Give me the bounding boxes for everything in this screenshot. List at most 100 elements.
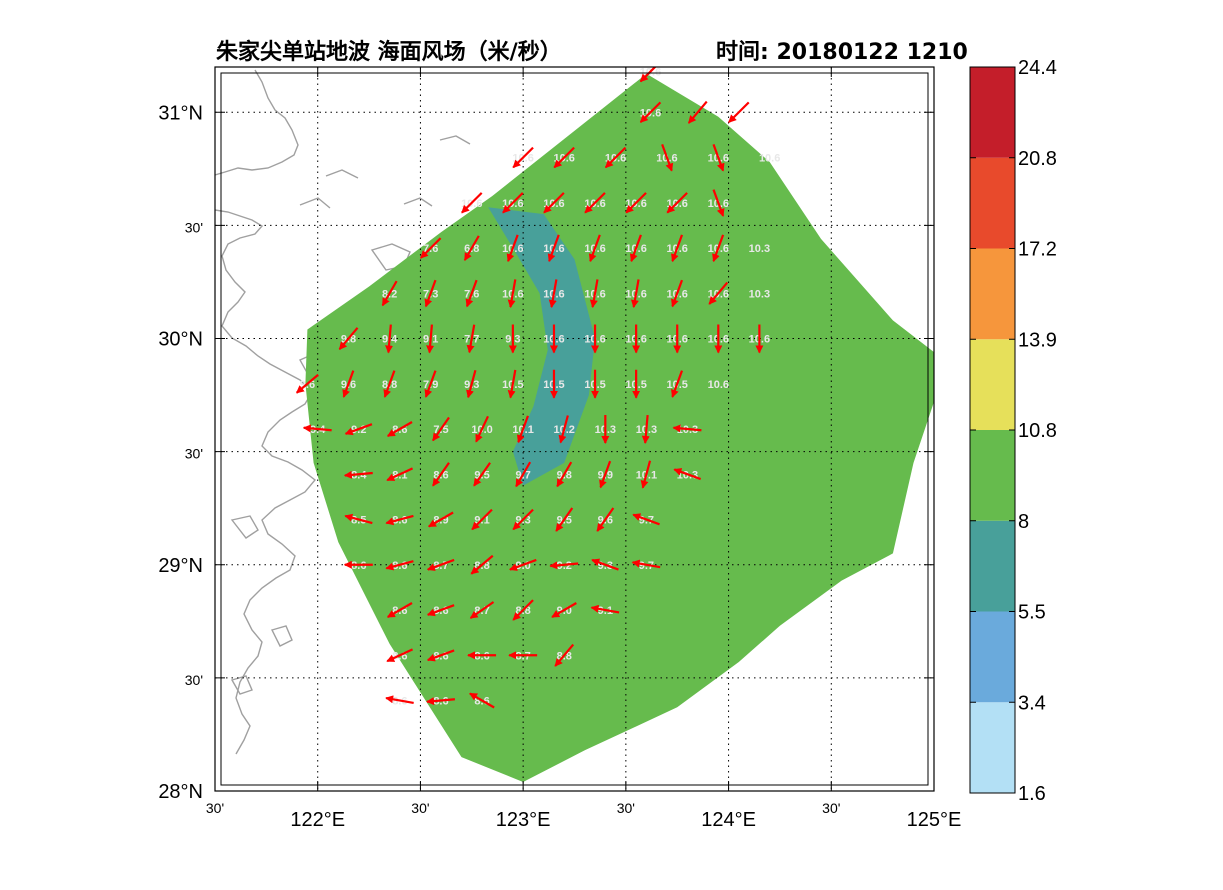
wind-vector-arrow [604,146,627,169]
colorbar-label: 20.8 [1018,148,1057,170]
wind-vector-arrow [344,423,373,436]
wind-vector-arrow [512,146,534,169]
wind-vector-arrow [507,369,517,399]
wind-vector-arrow [553,146,575,169]
wind-vector-arrow [515,461,532,488]
wind-vector-arrow [588,234,601,263]
x-tick-label: 30' [617,800,635,816]
wind-vector-arrow [338,327,359,350]
colorbar: 1.6 3.4 5.5 8 10.8 13.9 17.2 20.8 24.4 [969,57,1057,805]
wind-vector-arrow [551,602,577,618]
colorbar-label: 17.2 [1018,239,1057,261]
wind-vector-arrow [432,462,450,487]
colorbar-label: 5.5 [1018,602,1046,624]
colorbar-segment [970,702,1015,793]
wind-vector-arrow [512,508,534,531]
wind-vector-arrow [543,192,565,214]
wind-vector-arrow [465,279,478,308]
colorbar-segment [970,339,1015,430]
wind-vector-arrow [386,421,413,437]
wind-vector-arrow [426,604,455,617]
wind-vector-arrow [427,511,454,528]
wind-vector-arrow [549,561,579,570]
wind-vector-arrow [589,279,599,309]
wind-vector-arrow [632,513,660,526]
colorbar-label: 10.8 [1018,420,1057,442]
wind-vector-arrow [712,189,725,217]
wind-vector-arrow [548,279,558,309]
colorbar-segment [970,248,1015,340]
wind-vector-arrow [469,601,495,619]
wind-coverage-area [305,73,934,783]
colorbar-label: 13.9 [1018,329,1057,351]
wind-vector-arrow [671,234,684,263]
wind-vector-arrow [343,470,373,479]
wind-vector-arrow [728,101,750,123]
wind-vector-arrow [671,279,684,308]
wind-vector-arrow [302,424,332,433]
colorbar-segment [970,520,1015,612]
wind-vector-arrow [596,507,615,532]
wind-speed-label: 10.3 [749,243,770,255]
y-tick-label: 28°N [158,781,203,803]
wind-vector-arrow [708,281,729,305]
y-tick-label: 29°N [158,555,203,577]
colorbar-segment [970,611,1015,703]
wind-vector-arrow [386,467,414,482]
wind-vector-arrow [631,559,661,569]
wind-vector-arrow [516,415,529,444]
wind-vector-arrow [424,279,437,308]
wind-vector-arrow [385,324,393,354]
wind-vector-arrow [475,415,489,443]
wind-vector-arrow [383,370,396,398]
y-tick-label: 30' [185,446,203,462]
wind-vector-arrow [344,513,373,525]
wind-vector-arrow [556,461,573,488]
wind-vector-arrow [672,424,702,433]
y-tick-label: 30' [185,672,203,688]
colorbar-label: 3.4 [1018,692,1046,714]
wind-vector-arrow [590,604,620,614]
wind-vector-arrow [512,599,534,621]
wind-vector-arrow [506,234,519,263]
wind-vector-arrow [295,373,319,394]
x-tick-label: 30' [411,800,429,816]
wind-vector-arrow [466,369,477,399]
wind-vector-arrow [599,460,612,489]
x-tick-label: 30' [206,800,224,816]
colorbar-segment [970,157,1015,249]
wind-vector-arrow [426,558,455,571]
x-tick-label: 123°E [496,809,551,831]
wind-vector-arrow [555,507,574,532]
wind-vector-arrow [639,67,657,83]
wind-speed-label: 10.6 [759,153,780,165]
map-frame [214,66,935,792]
x-tick-label: 122°E [290,809,345,831]
colorbar-segment [970,67,1015,158]
y-tick-label: 30°N [158,329,203,351]
colorbar-label: 1.6 [1018,783,1046,805]
wind-vector-arrow [381,280,398,307]
wind-vector-arrow [671,370,684,398]
wind-vector-arrow [385,560,414,571]
wind-vector-arrow [471,508,493,531]
x-tick-label: 125°E [907,809,962,831]
wind-vector-arrow [554,643,575,667]
wind-vector-arrow [463,235,480,261]
wind-vector-arrow [426,324,435,354]
wind-vector-arrow [584,192,606,214]
wind-vector-arrow [625,192,647,214]
wind-vector-arrow [687,100,708,124]
wind-vector-arrow [673,468,702,481]
wind-vector-arrow [509,558,537,571]
wind-vector-arrow [507,279,517,309]
chart-timestamp: 时间: 20180122 1210 [716,40,968,65]
wind-vector-arrow [469,692,495,709]
colorbar-label: 8 [1018,511,1029,533]
wind-vector-arrow [470,554,494,575]
wind-vector-arrow [426,649,455,662]
y-tick-label: 31°N [158,102,203,124]
wind-vector-arrow [712,234,725,263]
wind-vector-arrow [591,558,619,571]
wind-vector-arrow [502,192,524,214]
